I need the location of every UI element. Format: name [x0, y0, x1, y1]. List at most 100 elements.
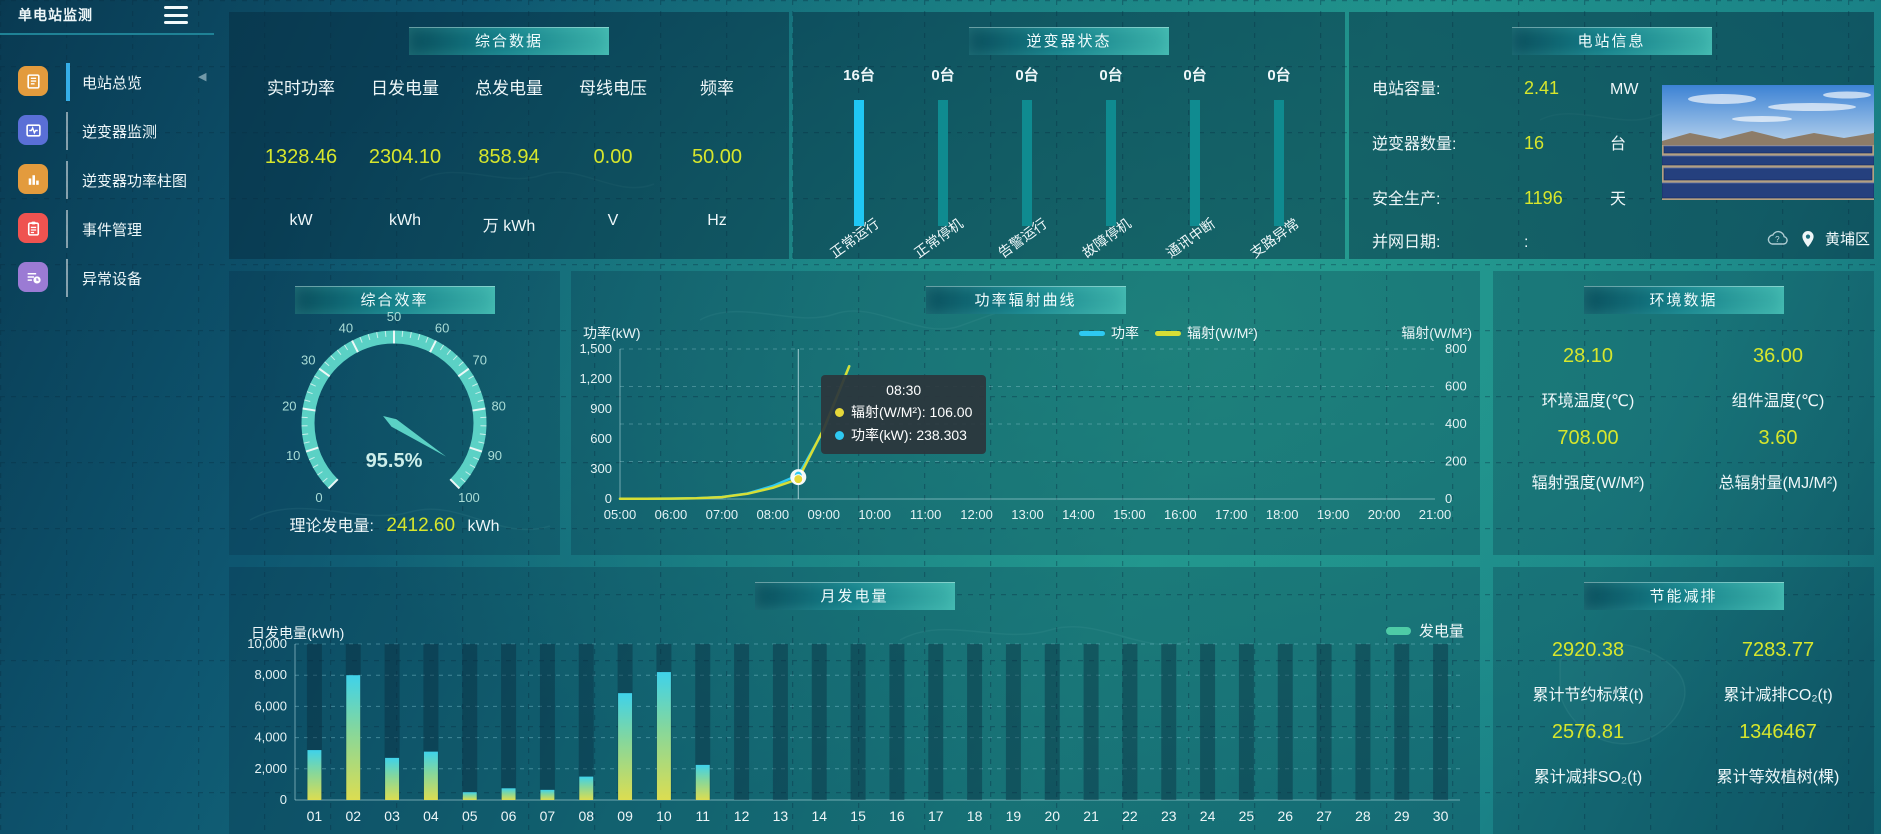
curve-legend: 功率 辐射(W/M²): [1079, 323, 1258, 343]
hamburger-menu-icon[interactable]: [164, 6, 188, 24]
location-pin-icon[interactable]: [1801, 230, 1815, 248]
env-total-radiation: 3.60 总辐射量(MJ/M²): [1683, 427, 1873, 493]
row-label: 逆变器数量:: [1372, 136, 1457, 153]
generation-legend[interactable]: 发电量: [1386, 620, 1464, 641]
legend-power[interactable]: 功率: [1079, 323, 1139, 343]
metric-label: 频率: [700, 79, 734, 98]
status-bar: [1106, 100, 1116, 226]
svg-text:05: 05: [462, 808, 478, 824]
footer-unit: kWh: [467, 518, 500, 535]
env-radiation-intensity: 708.00 辐射强度(W/M²): [1493, 427, 1683, 493]
metric-label: 总辐射量(MJ/M²): [1718, 475, 1838, 492]
row-value: :: [1524, 234, 1529, 251]
svg-text:30: 30: [301, 353, 315, 368]
inverter-status-alarm-running[interactable]: 0台 告警运行: [985, 12, 1069, 261]
status-bar: [938, 100, 948, 226]
metric-label: 实时功率: [267, 79, 335, 98]
row-unit: 天: [1610, 191, 1627, 208]
metric-value: 2304.10: [368, 146, 442, 168]
metric-value: 7283.77: [1741, 639, 1815, 661]
svg-text:04: 04: [423, 808, 439, 824]
bar-chart-icon: [18, 164, 48, 194]
svg-text:10,000: 10,000: [247, 636, 287, 651]
panel-title: 月发电量: [754, 582, 955, 610]
sidebar-item-label: 电站总览: [82, 75, 143, 92]
chart-tooltip: 08:30 辐射(W/M²): 106.00 功率(kW): 238.303: [821, 375, 987, 454]
panel-title: 逆变器状态: [969, 27, 1169, 55]
active-indicator: [66, 63, 70, 101]
row-value: 2.41: [1524, 78, 1560, 98]
metric-value: 36.00: [1752, 345, 1804, 367]
sidebar-item-label: 逆变器监测: [82, 124, 158, 141]
tooltip-power-dot: [835, 431, 844, 440]
panel-title: 功率辐射曲线: [925, 286, 1126, 314]
panel-title: 电站信息: [1511, 27, 1712, 55]
sidebar-item-inverter-power-bars[interactable]: 逆变器功率柱图: [0, 160, 214, 204]
bar-chart-ylabel: 日发电量(kWh): [251, 625, 345, 641]
panel-monthly-generation: 月发电量 日发电量(kWh) 发电量 0 2,000 4,000 6,000 8,000…: [229, 567, 1480, 834]
svg-text:10:00: 10:00: [858, 507, 891, 522]
svg-text:95.5%: 95.5%: [366, 450, 423, 472]
monthly-generation-bar-chart[interactable]: 0 2,000 4,000 6,000 8,000 10,000 01 02 03 04 05 06 0…: [229, 567, 1480, 834]
inverter-status-fault-stopped[interactable]: 0台 故障停机: [1069, 12, 1153, 261]
metric-label: 组件温度(℃): [1731, 393, 1825, 410]
legend-radiation[interactable]: 辐射(W/M²): [1155, 323, 1258, 343]
sidebar-item-label: 逆变器功率柱图: [82, 173, 188, 190]
panel-title: 综合数据: [409, 27, 609, 55]
inverter-status-normal-running[interactable]: 16台 正常运行: [817, 12, 901, 261]
svg-text:09: 09: [617, 808, 633, 824]
panel-title: 综合效率: [294, 286, 495, 314]
row-unit: MW: [1610, 81, 1639, 98]
svg-text:0: 0: [605, 491, 612, 506]
svg-text:01: 01: [307, 808, 323, 824]
row-unit: 台: [1610, 136, 1627, 153]
efficiency-gauge-chart[interactable]: 0 10 20 30 40 50 60 70 80 90 100 95.5%: [229, 271, 560, 555]
svg-text:600: 600: [1445, 379, 1467, 394]
svg-text:21: 21: [1083, 808, 1099, 824]
svg-text:300: 300: [590, 461, 612, 476]
panel-summary-data: 综合数据 实时功率 1328.46 kW 日发电量 2304.10 kWh 总发…: [229, 12, 789, 259]
svg-text:20: 20: [282, 398, 296, 413]
tooltip-power-text: 功率(kW): 238.303: [851, 427, 967, 443]
svg-text:12: 12: [734, 808, 750, 824]
svg-text:15: 15: [850, 808, 866, 824]
theoretical-generation: 理论发电量: 2412.60 kWh: [229, 512, 560, 537]
metric-value: 1328.46: [264, 146, 338, 168]
inverter-status-branch-abnormal[interactable]: 0台 支路异常: [1237, 12, 1321, 261]
sidebar-item-label: 异常设备: [82, 271, 143, 288]
metric-value: 3.60: [1758, 427, 1798, 449]
legend-power-swatch: [1079, 330, 1105, 336]
metric-value: 2576.81: [1551, 721, 1625, 743]
sidebar-item-inverter-monitor[interactable]: 逆变器监测: [0, 111, 214, 155]
svg-text:16:00: 16:00: [1164, 507, 1197, 522]
metric-value: 1346467: [1739, 721, 1817, 743]
footer-label: 理论发电量:: [289, 518, 374, 535]
svg-text:15:00: 15:00: [1113, 507, 1146, 522]
status-count: 0台: [1183, 67, 1207, 84]
svg-text:600: 600: [590, 431, 612, 446]
svg-text:800: 800: [1445, 341, 1467, 356]
svg-text:?: ?: [1775, 235, 1780, 244]
power-radiation-line-chart[interactable]: 0 300 600 900 1,200 1,500 0 200 400 600 800 05:00 06…: [571, 271, 1480, 555]
svg-text:05:00: 05:00: [604, 507, 637, 522]
metric-label: 总发电量: [475, 79, 543, 98]
panel-station-info: 电站信息 电站容量: 2.41 MW 逆变器数量: 16 台 安全生产: 1196 天 并网…: [1349, 12, 1874, 259]
svg-text:4,000: 4,000: [254, 730, 287, 745]
panel-efficiency: 综合效率 0 10 20 30 40 50 60 70 80 90 100 95.5% 理论发电量: …: [229, 271, 560, 555]
svg-text:0: 0: [1445, 491, 1452, 506]
metric-label: 辐射强度(W/M²): [1531, 475, 1645, 492]
svg-text:1,200: 1,200: [579, 371, 612, 386]
sidebar-item-station-overview[interactable]: 电站总览: [0, 62, 214, 106]
sidebar-collapse-arrow[interactable]: ◀: [198, 71, 207, 83]
svg-text:11:00: 11:00: [910, 507, 942, 522]
inverter-status-normal-stopped[interactable]: 0台 正常停机: [901, 12, 985, 261]
sidebar-item-event-management[interactable]: 事件管理: [0, 209, 214, 253]
svg-text:6,000: 6,000: [254, 698, 287, 713]
inverter-status-comm-lost[interactable]: 0台 通讯中断: [1153, 12, 1237, 261]
svg-text:8,000: 8,000: [254, 667, 287, 682]
svg-text:23: 23: [1161, 808, 1177, 824]
svg-text:06: 06: [501, 808, 517, 824]
metric-label: 环境温度(℃): [1541, 393, 1635, 410]
sidebar-item-abnormal-devices[interactable]: 异常设备: [0, 258, 214, 302]
metric-value: 0.00: [593, 146, 633, 168]
